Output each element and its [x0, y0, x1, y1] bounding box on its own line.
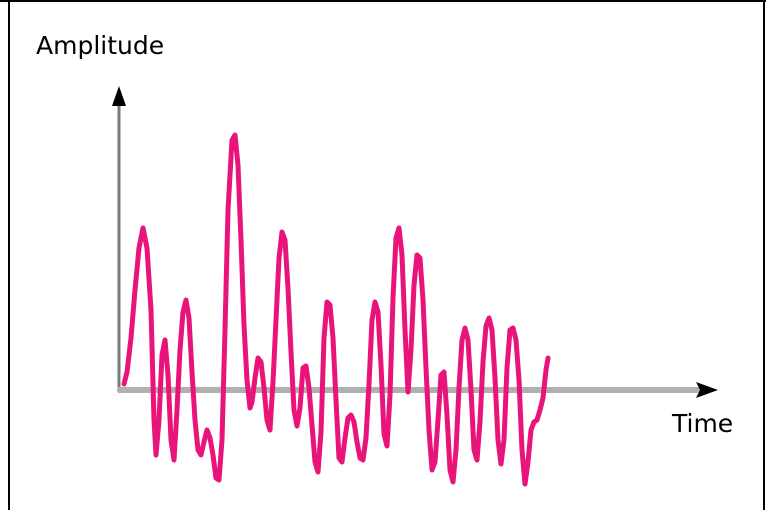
- x-axis-arrowhead: [696, 382, 718, 398]
- waveform-signal: [121, 132, 551, 487]
- x-axis-label: Time: [671, 409, 733, 438]
- y-axis-label: Amplitude: [36, 31, 164, 60]
- y-axis-arrowhead: [112, 86, 126, 106]
